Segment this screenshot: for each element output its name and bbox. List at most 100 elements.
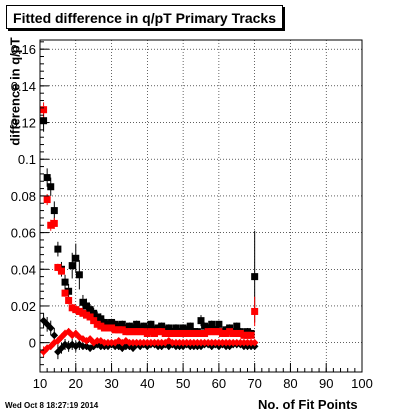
data-point bbox=[118, 338, 127, 347]
data-point bbox=[251, 273, 259, 281]
data-point bbox=[229, 329, 237, 337]
data-point bbox=[236, 329, 244, 337]
y-tick-label: 0.1 bbox=[18, 152, 36, 167]
data-point bbox=[122, 328, 130, 336]
x-tick-label: 100 bbox=[351, 376, 373, 391]
data-point bbox=[100, 318, 108, 326]
data-point bbox=[82, 337, 91, 345]
data-point bbox=[179, 329, 187, 337]
data-point bbox=[190, 329, 198, 337]
data-point bbox=[82, 342, 91, 351]
data-point bbox=[43, 344, 51, 352]
data-point bbox=[158, 328, 166, 336]
plot-frame bbox=[39, 39, 363, 373]
data-point bbox=[72, 306, 80, 314]
data-point bbox=[233, 329, 241, 337]
data-point bbox=[193, 329, 201, 337]
data-point bbox=[226, 328, 234, 336]
data-point bbox=[43, 320, 51, 329]
data-point bbox=[93, 313, 101, 321]
data-point bbox=[104, 320, 112, 328]
data-point bbox=[79, 309, 87, 317]
data-point bbox=[143, 329, 151, 337]
data-point bbox=[222, 329, 230, 337]
data-point bbox=[140, 322, 148, 330]
data-point bbox=[247, 331, 255, 339]
data-point bbox=[215, 328, 223, 336]
data-point bbox=[129, 344, 137, 352]
data-point bbox=[90, 317, 98, 325]
data-point bbox=[211, 328, 219, 336]
data-point bbox=[133, 320, 141, 328]
data-point bbox=[208, 328, 216, 336]
data-point bbox=[183, 329, 191, 337]
data-point bbox=[122, 324, 130, 332]
data-point bbox=[108, 324, 116, 332]
data-point bbox=[50, 207, 58, 215]
data-point bbox=[86, 313, 94, 321]
data-point bbox=[83, 311, 91, 319]
data-point bbox=[179, 324, 187, 332]
data-point bbox=[100, 324, 108, 332]
axis-tick-labels: 10 20 30 40 50 60 70 80 90 100 0 0.02 0.04 0.06 0.08 0.… bbox=[11, 42, 373, 391]
y-tick-label: 0.04 bbox=[11, 262, 36, 277]
y-tick-label: 0.08 bbox=[11, 189, 36, 204]
data-point bbox=[68, 340, 76, 349]
data-point bbox=[233, 322, 241, 330]
x-tick-label: 40 bbox=[140, 376, 154, 391]
data-point bbox=[154, 324, 162, 332]
data-point bbox=[71, 329, 80, 338]
data-point bbox=[218, 329, 226, 337]
data-point bbox=[165, 329, 173, 337]
data-point bbox=[154, 328, 162, 336]
data-point bbox=[186, 329, 194, 337]
y-tick-label: 0.02 bbox=[11, 299, 36, 314]
y-tick-label: 0.06 bbox=[11, 226, 36, 241]
data-point bbox=[89, 338, 98, 347]
data-point bbox=[251, 307, 259, 315]
y-tick-label: 0.12 bbox=[11, 116, 36, 131]
data-point bbox=[125, 322, 133, 330]
data-point bbox=[65, 296, 73, 304]
data-point bbox=[186, 322, 194, 330]
x-tick-label: 50 bbox=[176, 376, 190, 391]
data-point bbox=[222, 326, 230, 334]
x-tick-label: 90 bbox=[319, 376, 333, 391]
data-point bbox=[72, 254, 80, 262]
timestamp: Wed Oct 8 18:27:19 2014 bbox=[5, 401, 99, 410]
data-point bbox=[118, 326, 126, 334]
x-tick-label: 70 bbox=[247, 376, 261, 391]
data-point bbox=[47, 221, 55, 229]
data-point bbox=[129, 328, 137, 336]
data-point bbox=[43, 174, 51, 182]
data-point bbox=[104, 324, 112, 332]
y-tick-label: 0.14 bbox=[11, 79, 36, 94]
data-point bbox=[201, 329, 209, 337]
data-point bbox=[125, 328, 133, 336]
y-tick-label: 0.16 bbox=[11, 42, 36, 57]
y-tick-label: 0 bbox=[29, 336, 36, 351]
series-0 bbox=[40, 109, 259, 338]
chart-title: Fitted difference in q/pT Primary Tracks bbox=[13, 10, 276, 26]
data-point bbox=[197, 329, 205, 337]
series-1 bbox=[40, 102, 259, 339]
data-point bbox=[75, 271, 83, 279]
data-point bbox=[54, 245, 62, 253]
data-point bbox=[118, 320, 126, 328]
data-point bbox=[176, 329, 184, 337]
data-point bbox=[61, 340, 69, 349]
data-point bbox=[50, 331, 59, 340]
data-point bbox=[244, 328, 252, 336]
x-tick-label: 20 bbox=[69, 376, 83, 391]
data-point bbox=[54, 263, 62, 271]
data-point bbox=[129, 324, 137, 332]
data-point bbox=[172, 324, 180, 332]
data-point bbox=[165, 342, 173, 351]
x-tick-label: 80 bbox=[283, 376, 297, 391]
data-point bbox=[111, 320, 119, 328]
data-point bbox=[147, 320, 155, 328]
data-point bbox=[204, 324, 212, 332]
data-point bbox=[75, 307, 83, 315]
chart-title-box: Fitted difference in q/pT Primary Tracks bbox=[6, 5, 283, 29]
data-point bbox=[158, 322, 166, 330]
